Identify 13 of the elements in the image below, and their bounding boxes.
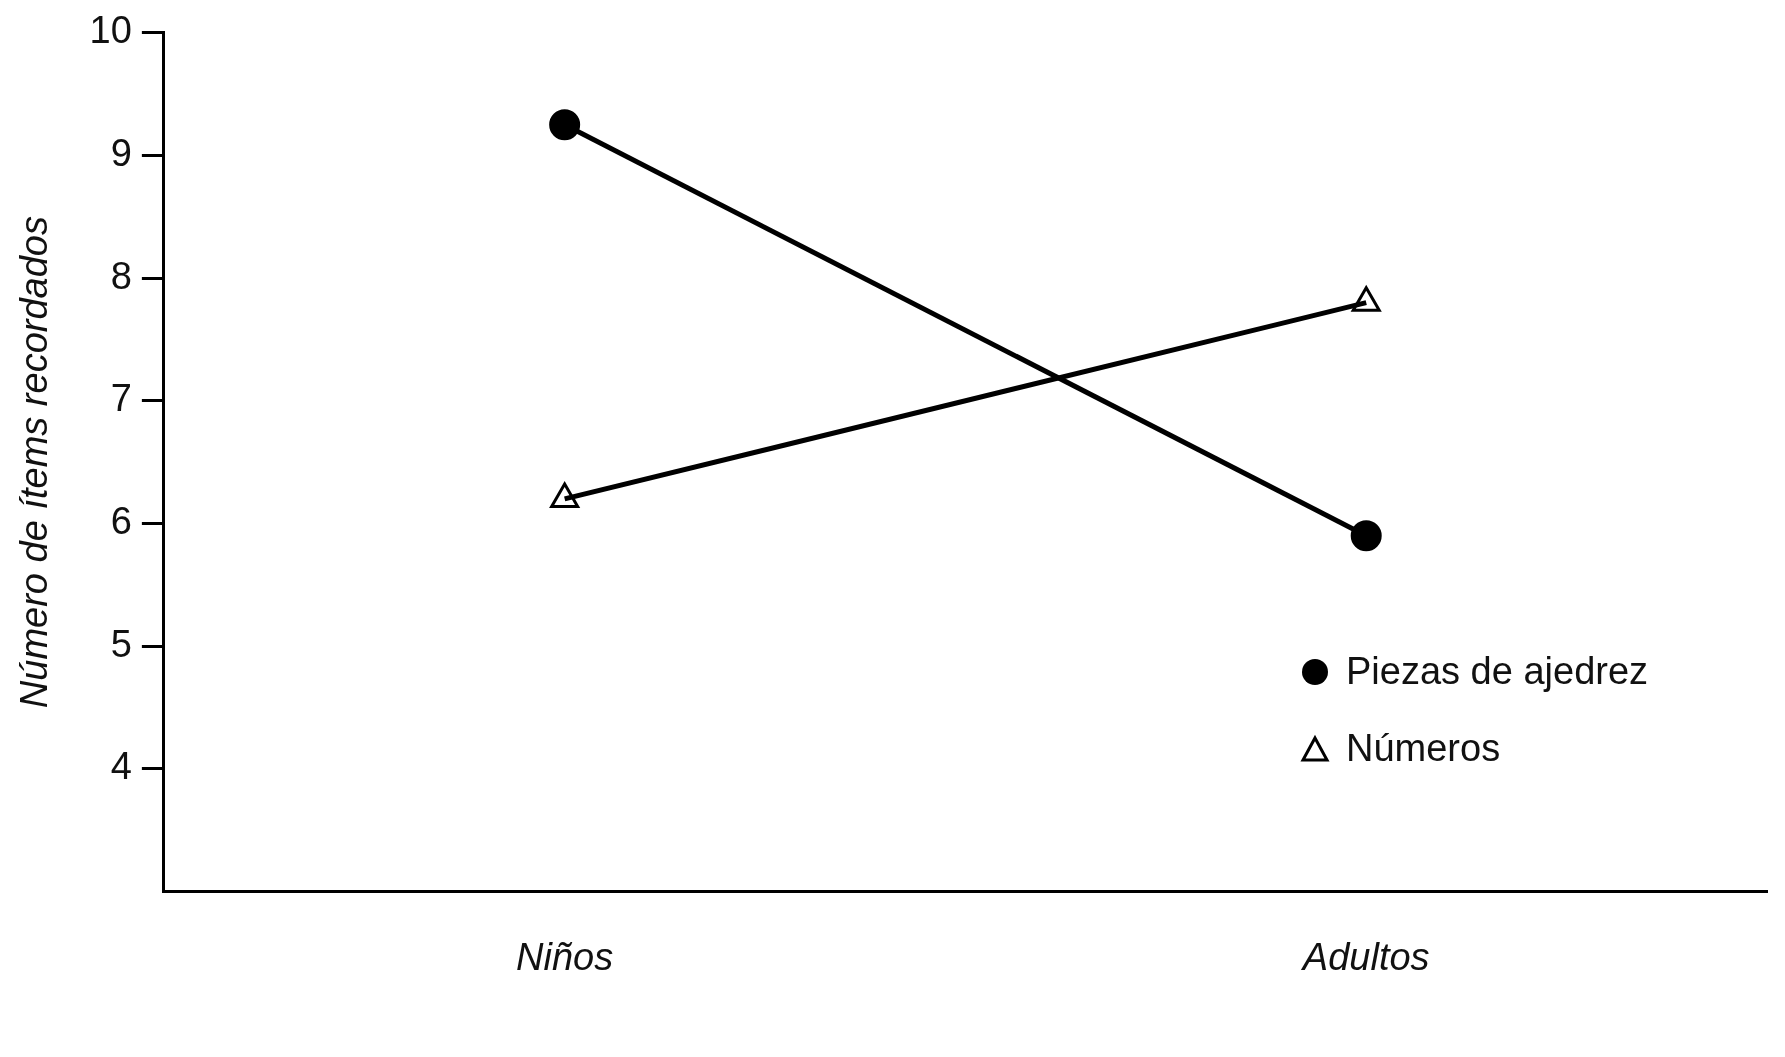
y-tick-label: 10 bbox=[89, 9, 132, 52]
y-tick-label: 8 bbox=[110, 254, 132, 297]
point bbox=[549, 109, 581, 141]
y-tick-label: 6 bbox=[110, 499, 132, 542]
y-tick-label: 7 bbox=[110, 377, 132, 420]
x-tick-label: Adultos bbox=[1300, 935, 1430, 978]
legend-label: Piezas de ajedrez bbox=[1346, 650, 1649, 693]
y-tick-label: 4 bbox=[110, 745, 132, 788]
y-tick-label: 5 bbox=[110, 622, 132, 665]
y-tick-label: 9 bbox=[110, 131, 132, 174]
y-axis-title: Número de ítems recordados bbox=[13, 216, 56, 709]
x-tick-label: Niños bbox=[516, 935, 614, 978]
legend-label: Números bbox=[1346, 727, 1501, 770]
